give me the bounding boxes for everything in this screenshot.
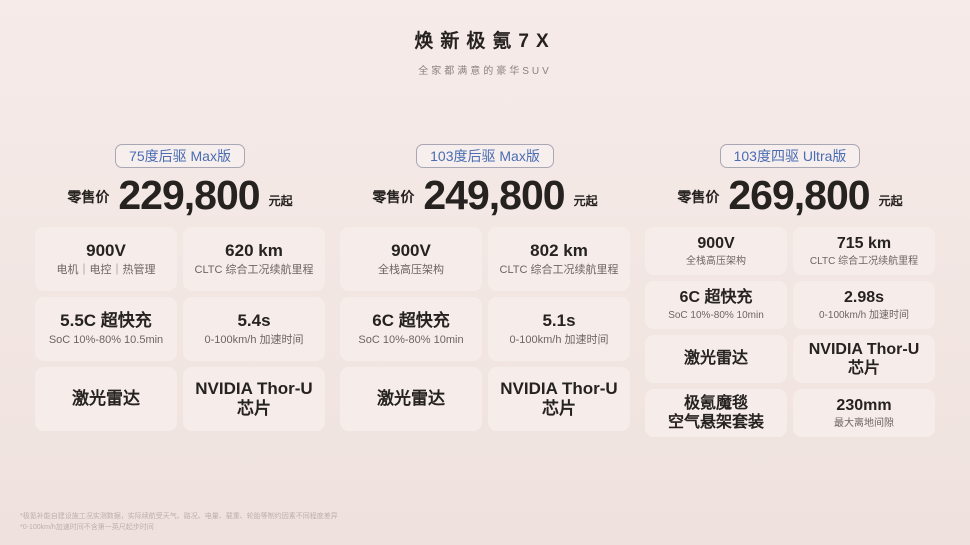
trim-column-75-rwd-max: 75度后驱 Max版 零售价 229,800 元起 900V 电机｜电控｜热管理… — [35, 144, 325, 437]
spec-value: 900V — [697, 235, 735, 253]
spec-grid: 900V 全栈高压架构 802 km CLTC 综合工况续航里程 6C 超快充 … — [340, 227, 630, 431]
spec-card-charging: 6C 超快充 SoC 10%-80% 10min — [645, 281, 787, 329]
price-suffix: 元起 — [573, 193, 598, 208]
spec-value: 802 km — [530, 240, 588, 260]
spec-label: CLTC 综合工况续航里程 — [499, 264, 619, 277]
spec-label: 0-100km/h 加速时间 — [509, 334, 609, 347]
price-row: 零售价 229,800 元起 — [35, 172, 325, 218]
spec-card-lidar: 激光雷达 — [340, 367, 482, 431]
spec-card-air-suspension: 极氪魔毯 空气悬架套装 — [645, 389, 787, 437]
spec-value: 620 km — [225, 240, 283, 260]
spec-card-range: 620 km CLTC 综合工况续航里程 — [183, 227, 325, 291]
spec-card-lidar: 激光雷达 — [35, 367, 177, 431]
footnote-line-2: *0-100km/h加速时间不含第一英尺起步时间 — [20, 523, 154, 531]
slide-header: 焕新极氪7X 全家都满意的豪华SUV — [0, 26, 970, 77]
spec-grid: 900V 电机｜电控｜热管理 620 km CLTC 综合工况续航里程 5.5C… — [35, 227, 325, 431]
price-prefix: 零售价 — [67, 189, 110, 205]
price-prefix: 零售价 — [677, 189, 720, 205]
footnotes: *极氪补能自建设施工况实测数据，实际续航受天气、路况、电量、载重、轮胎等制约因素… — [20, 512, 338, 533]
spec-card-acceleration: 2.98s 0-100km/h 加速时间 — [793, 281, 935, 329]
spec-label: SoC 10%-80% 10.5min — [48, 334, 164, 347]
trim-badge: 103度后驱 Max版 — [416, 144, 554, 168]
spec-label: 全栈高压架构 — [378, 264, 444, 277]
spec-value: 激光雷达 — [377, 388, 445, 408]
price-suffix: 元起 — [268, 193, 293, 208]
spec-card-chip: NVIDIA Thor-U 芯片 — [488, 367, 630, 431]
price-value: 249,800 — [423, 172, 565, 218]
spec-value: 900V — [86, 240, 126, 260]
spec-value: 激光雷达 — [72, 388, 140, 408]
spec-card-ground-clearance: 230mm 最大离地间隙 — [793, 389, 935, 437]
spec-value: 极氪魔毯 空气悬架套装 — [667, 394, 764, 431]
trim-badge: 103度四驱 Ultra版 — [719, 144, 861, 168]
spec-value: 6C 超快充 — [372, 310, 450, 330]
spec-value: 230mm — [836, 397, 892, 415]
trim-columns: 75度后驱 Max版 零售价 229,800 元起 900V 电机｜电控｜热管理… — [0, 144, 970, 437]
spec-label: 全栈高压架构 — [686, 255, 746, 267]
spec-label: CLTC 综合工况续航里程 — [809, 255, 919, 267]
spec-card-lidar: 激光雷达 — [645, 335, 787, 383]
trim-column-103-rwd-max: 103度后驱 Max版 零售价 249,800 元起 900V 全栈高压架构 8… — [340, 144, 630, 437]
spec-card-range: 802 km CLTC 综合工况续航里程 — [488, 227, 630, 291]
price-value: 269,800 — [728, 172, 870, 218]
spec-grid: 900V 全栈高压架构 715 km CLTC 综合工况续航里程 6C 超快充 … — [645, 227, 935, 437]
spec-card-chip: NVIDIA Thor-U 芯片 — [793, 335, 935, 383]
spec-label: 电机｜电控｜热管理 — [56, 264, 156, 277]
spec-value: 5.5C 超快充 — [60, 310, 152, 330]
price-prefix: 零售价 — [372, 189, 415, 205]
spec-label: SoC 10%-80% 10min — [668, 309, 764, 321]
spec-label: 最大离地间隙 — [834, 417, 894, 429]
spec-value: 5.1s — [542, 310, 576, 330]
price-suffix: 元起 — [878, 193, 903, 208]
spec-value: 715 km — [836, 235, 892, 253]
footnote-line-1: *极氪补能自建设施工况实测数据，实际续航受天气、路况、电量、载重、轮胎等制约因素… — [20, 513, 338, 520]
trim-column-103-awd-ultra: 103度四驱 Ultra版 零售价 269,800 元起 900V 全栈高压架构… — [645, 144, 935, 437]
spec-card-acceleration: 5.1s 0-100km/h 加速时间 — [488, 297, 630, 361]
spec-value: 6C 超快充 — [679, 289, 753, 307]
trim-badge: 75度后驱 Max版 — [115, 144, 245, 168]
page-subtitle: 全家都满意的豪华SUV — [418, 66, 552, 77]
spec-value: NVIDIA Thor-U 芯片 — [808, 340, 920, 377]
page-title: 焕新极氪7X — [414, 31, 556, 52]
spec-label: SoC 10%-80% 10min — [358, 334, 464, 347]
spec-card-chip: NVIDIA Thor-U 芯片 — [183, 367, 325, 431]
price-row: 零售价 249,800 元起 — [340, 172, 630, 218]
spec-value: 5.4s — [237, 310, 271, 330]
spec-label: 0-100km/h 加速时间 — [818, 309, 910, 321]
spec-card-voltage: 900V 电机｜电控｜热管理 — [35, 227, 177, 291]
spec-value: 激光雷达 — [683, 350, 748, 368]
spec-value: NVIDIA Thor-U 芯片 — [500, 378, 618, 418]
spec-card-range: 715 km CLTC 综合工况续航里程 — [793, 227, 935, 275]
spec-card-voltage: 900V 全栈高压架构 — [340, 227, 482, 291]
spec-card-charging: 5.5C 超快充 SoC 10%-80% 10.5min — [35, 297, 177, 361]
spec-card-acceleration: 5.4s 0-100km/h 加速时间 — [183, 297, 325, 361]
spec-card-charging: 6C 超快充 SoC 10%-80% 10min — [340, 297, 482, 361]
spec-label: 0-100km/h 加速时间 — [204, 334, 304, 347]
spec-value: 900V — [391, 240, 431, 260]
spec-label: CLTC 综合工况续航里程 — [194, 264, 314, 277]
spec-value: 2.98s — [843, 289, 885, 307]
spec-value: NVIDIA Thor-U 芯片 — [195, 378, 313, 418]
spec-card-voltage: 900V 全栈高压架构 — [645, 227, 787, 275]
price-row: 零售价 269,800 元起 — [645, 172, 935, 218]
price-value: 229,800 — [118, 172, 260, 218]
